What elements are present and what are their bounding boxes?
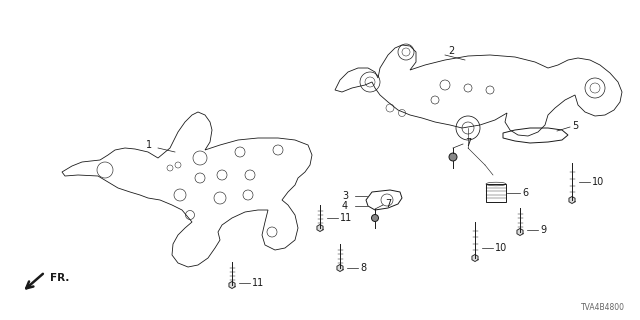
- Text: 5: 5: [572, 121, 579, 131]
- Text: 11: 11: [340, 213, 352, 223]
- Text: 7: 7: [385, 199, 391, 209]
- Polygon shape: [569, 196, 575, 204]
- Polygon shape: [472, 254, 478, 261]
- Text: 10: 10: [592, 177, 604, 187]
- Text: 9: 9: [540, 225, 546, 235]
- Text: 1: 1: [146, 140, 152, 150]
- Polygon shape: [517, 228, 523, 236]
- Text: TVA4B4800: TVA4B4800: [581, 303, 625, 312]
- Circle shape: [371, 214, 378, 221]
- Text: 8: 8: [360, 263, 366, 273]
- Text: 6: 6: [522, 188, 528, 198]
- Polygon shape: [337, 265, 343, 271]
- Text: FR.: FR.: [50, 273, 69, 283]
- Text: 3: 3: [342, 191, 348, 201]
- Circle shape: [449, 153, 457, 161]
- Text: 11: 11: [252, 278, 264, 288]
- Text: 7: 7: [465, 138, 471, 148]
- Text: 4: 4: [342, 201, 348, 211]
- Text: 2: 2: [448, 46, 454, 56]
- Polygon shape: [317, 225, 323, 231]
- Polygon shape: [229, 282, 235, 289]
- Text: 10: 10: [495, 243, 508, 253]
